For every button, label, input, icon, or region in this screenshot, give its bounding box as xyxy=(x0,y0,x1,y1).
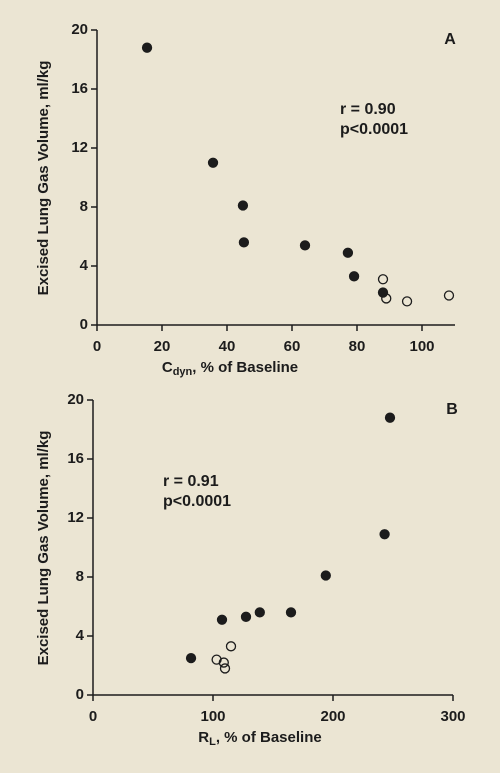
x-tick-label: 200 xyxy=(320,708,345,725)
x-label-rest: , % of Baseline xyxy=(216,729,322,746)
data-point xyxy=(384,412,396,423)
annotation: r = 0.91 xyxy=(163,473,219,490)
y-tick-label: 20 xyxy=(67,391,84,408)
x-tick-label: 100 xyxy=(409,338,434,355)
data-point xyxy=(185,652,197,664)
data-point xyxy=(254,607,265,618)
x-tick-label: 0 xyxy=(93,338,101,355)
annotation: p<0.0001 xyxy=(163,493,231,510)
data-point xyxy=(377,274,389,285)
data-point xyxy=(443,290,455,301)
data-point xyxy=(285,607,297,618)
data-point xyxy=(216,614,228,625)
x-label-sub: L xyxy=(209,736,216,748)
data-point xyxy=(401,296,413,307)
data-point xyxy=(207,157,219,168)
data-point xyxy=(342,247,354,258)
y-tick-label: 16 xyxy=(71,80,88,97)
x-tick-label: 80 xyxy=(349,338,366,355)
x-tick-label: 40 xyxy=(219,338,236,355)
annotation: p<0.0001 xyxy=(340,121,408,138)
data-point xyxy=(225,641,237,652)
panel-letter: B xyxy=(446,401,458,418)
y-tick-label: 0 xyxy=(76,686,84,703)
y-tick-label: 16 xyxy=(67,450,84,467)
data-point xyxy=(299,240,311,251)
y-tick-label: 0 xyxy=(80,316,88,333)
data-point xyxy=(379,529,390,540)
data-point xyxy=(237,200,249,211)
y-axis-label: Excised Lung Gas Volume, ml/kg xyxy=(35,61,52,296)
x-tick-label: 300 xyxy=(440,708,465,725)
y-tick-label: 4 xyxy=(76,627,85,644)
data-point xyxy=(381,293,392,304)
y-tick-label: 20 xyxy=(71,21,88,38)
data-point xyxy=(377,287,389,298)
y-tick-label: 12 xyxy=(67,509,84,526)
x-label-main: R xyxy=(198,729,209,746)
data-point xyxy=(219,663,231,674)
y-tick-label: 8 xyxy=(76,568,84,585)
x-label-sub: dyn xyxy=(173,366,193,378)
x-tick-label: 60 xyxy=(284,338,301,355)
data-point xyxy=(238,237,250,248)
x-axis-label: Cdyn, % of Baseline xyxy=(162,359,298,378)
y-tick-label: 12 xyxy=(71,139,88,156)
x-axis-label: RL, % of Baseline xyxy=(198,729,321,748)
data-point xyxy=(218,657,229,668)
data-point xyxy=(240,611,252,622)
x-tick-label: 0 xyxy=(89,708,97,725)
x-tick-label: 100 xyxy=(200,708,225,725)
data-point xyxy=(320,570,331,581)
y-tick-label: 8 xyxy=(80,198,88,215)
x-tick-label: 20 xyxy=(154,338,171,355)
data-point xyxy=(211,654,222,665)
y-tick-label: 4 xyxy=(80,257,89,274)
data-point xyxy=(348,271,360,282)
panel-letter: A xyxy=(444,31,456,48)
data-point xyxy=(141,42,153,53)
y-axis-label: Excised Lung Gas Volume, ml/kg xyxy=(35,431,52,666)
x-label-main: C xyxy=(162,359,173,376)
x-label-rest: , % of Baseline xyxy=(192,359,298,376)
annotation: r = 0.90 xyxy=(340,101,396,118)
